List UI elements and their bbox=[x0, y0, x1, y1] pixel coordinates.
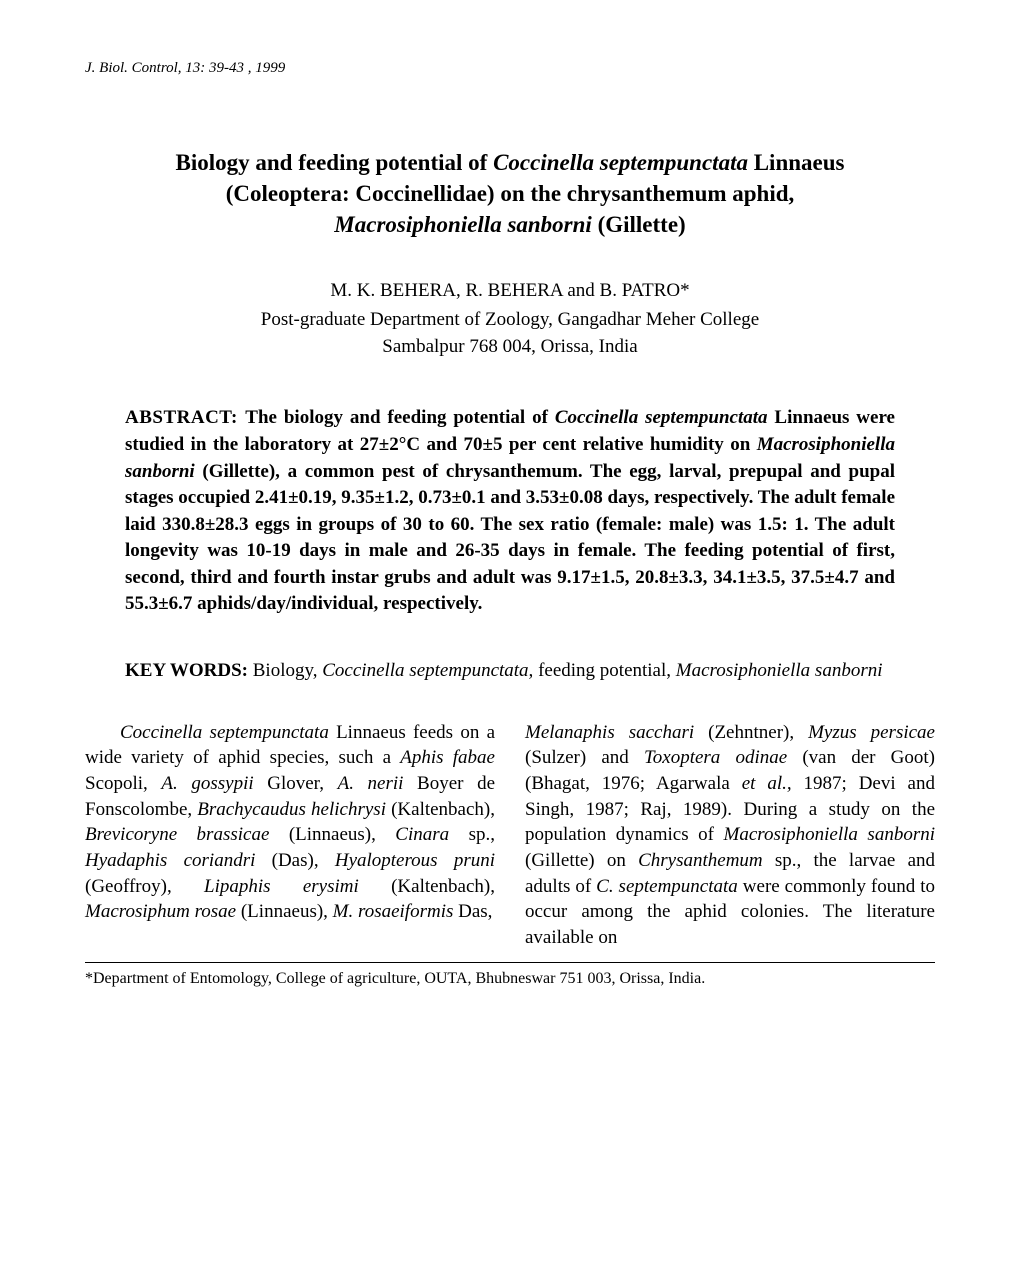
column-right: Melanaphis sacchari (Zehntner), Myzus pe… bbox=[525, 720, 935, 951]
journal-header: J. Biol. Control, 13: 39-43 , 1999 bbox=[85, 60, 935, 77]
keywords-content: Biology, Coccinella septempunctata, feed… bbox=[253, 660, 883, 681]
footnote-divider bbox=[85, 962, 935, 963]
authors: M. K. BEHERA, R. BEHERA and B. PATRO* bbox=[85, 280, 935, 302]
paper-title: Biology and feeding potential of Coccine… bbox=[85, 147, 935, 240]
title-line-3: Macrosiphoniella sanborni (Gillette) bbox=[334, 212, 685, 237]
body-text: Coccinella septempunctata Linnaeus feeds… bbox=[85, 720, 935, 951]
column-left: Coccinella septempunctata Linnaeus feeds… bbox=[85, 720, 495, 951]
body-paragraph-right: Melanaphis sacchari (Zehntner), Myzus pe… bbox=[525, 720, 935, 951]
title-line-2: (Coleoptera: Coccinellidae) on the chrys… bbox=[226, 181, 795, 206]
affiliation: Post-graduate Department of Zoology, Gan… bbox=[85, 307, 935, 360]
keywords: KEY WORDS: Biology, Coccinella septempun… bbox=[85, 658, 935, 685]
abstract-content: The biology and feeding potential of Coc… bbox=[125, 407, 895, 614]
abstract: ABSTRACT: The biology and feeding potent… bbox=[85, 405, 935, 618]
abstract-label: ABSTRACT: bbox=[125, 407, 245, 428]
body-paragraph-left: Coccinella septempunctata Linnaeus feeds… bbox=[85, 720, 495, 925]
footnote: *Department of Entomology, College of ag… bbox=[85, 969, 935, 990]
title-line-1: Biology and feeding potential of Coccine… bbox=[176, 150, 845, 175]
keywords-label: KEY WORDS: bbox=[125, 660, 253, 681]
